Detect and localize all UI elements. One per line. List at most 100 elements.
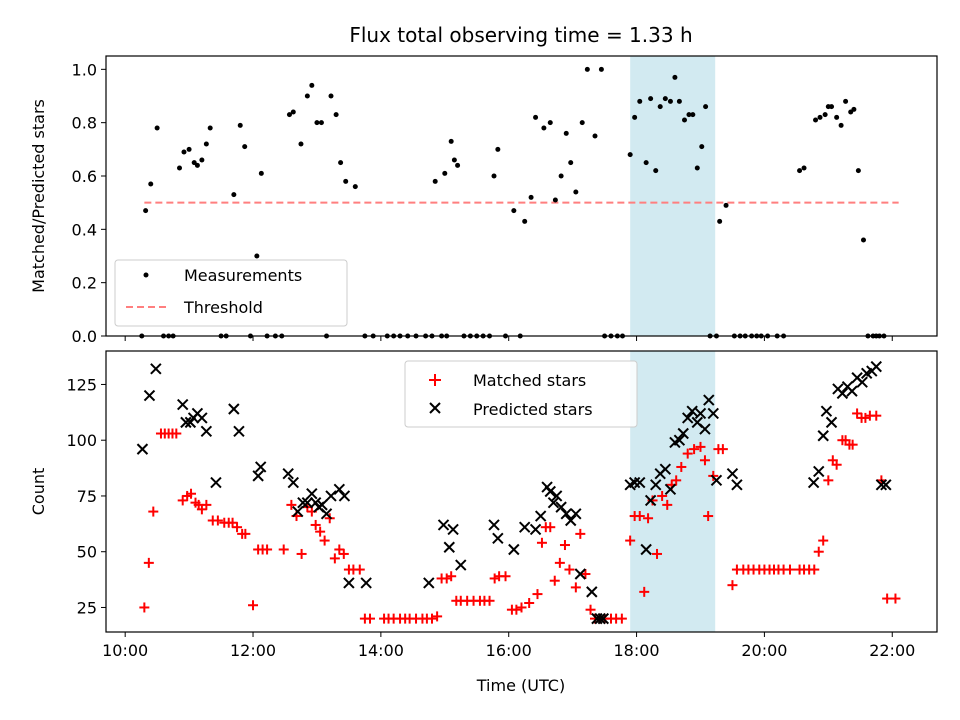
- matched-star-point: [232, 522, 243, 533]
- predicted-star-stroke: [338, 490, 351, 502]
- predicted-star-point: [488, 519, 500, 531]
- predicted-star-stroke: [282, 467, 294, 480]
- x-axis-label: Time (UTC): [476, 676, 565, 695]
- predicted-star-point: [673, 434, 686, 446]
- predicted-star-point: [333, 483, 346, 495]
- bottom-ytick-label: 125: [66, 375, 97, 394]
- predicted-star-stroke: [325, 490, 337, 502]
- legend-matched-marker: [429, 374, 441, 386]
- predicted-star-stroke: [586, 586, 598, 598]
- predicted-star-stroke: [825, 416, 838, 429]
- bottom-ytick-label: 100: [66, 431, 97, 450]
- predicted-star-stroke: [856, 376, 868, 388]
- predicted-star-stroke: [813, 465, 825, 478]
- measurement-point: [442, 170, 448, 176]
- predicted-star-stroke: [870, 360, 882, 373]
- predicted-star-point: [228, 403, 240, 415]
- matched-star-point: [171, 428, 182, 439]
- matched-star-point: [818, 535, 829, 546]
- predicted-star-stroke: [547, 496, 560, 509]
- matched-star-point: [657, 490, 668, 501]
- measurement-point: [653, 168, 659, 174]
- measurement-point: [495, 146, 501, 152]
- predicted-star-point: [233, 425, 245, 437]
- predicted-star-point: [437, 519, 450, 531]
- predicted-star-stroke: [529, 523, 542, 536]
- predicted-star-point: [282, 467, 294, 480]
- measurement-point: [822, 112, 828, 118]
- measurement-point: [242, 144, 248, 150]
- matched-star-point: [329, 553, 340, 564]
- measurement-point: [290, 109, 296, 115]
- measurement-point: [547, 120, 553, 126]
- measurement-point: [451, 157, 457, 163]
- predicted-star-stroke: [508, 543, 520, 556]
- predicted-star-stroke: [301, 496, 314, 509]
- measurement-point: [829, 104, 835, 110]
- predicted-star-stroke: [297, 496, 309, 509]
- legend-measurements-marker: [143, 272, 149, 278]
- matched-star-point: [500, 571, 511, 582]
- measurement-point: [154, 125, 160, 131]
- measurement-point: [592, 133, 598, 139]
- predicted-star-stroke: [200, 425, 213, 437]
- measurement-point: [643, 160, 649, 166]
- measurement-point: [541, 125, 547, 131]
- measurement-point: [676, 98, 682, 104]
- predicted-star-stroke: [544, 485, 556, 498]
- predicted-star-point: [677, 427, 689, 440]
- matched-star-point: [227, 517, 238, 528]
- predicted-star-point: [565, 514, 577, 527]
- measurement-point: [855, 168, 861, 174]
- predicted-star-stroke: [664, 483, 677, 495]
- xtick-label: 22:00: [869, 641, 915, 660]
- top-ytick-label: 0.0: [72, 327, 97, 346]
- legend-threshold-label: Threshold: [183, 298, 263, 317]
- measurement-point: [627, 152, 633, 158]
- top-panel-legend: Measurements Threshold: [114, 259, 348, 327]
- matched-star-point: [338, 548, 349, 559]
- predicted-star-stroke: [677, 427, 689, 440]
- matched-star-point: [186, 488, 197, 499]
- matched-star-point: [278, 544, 289, 555]
- top-ytick-label: 1.0: [72, 60, 97, 79]
- matched-star-point: [310, 519, 321, 530]
- matched-star-point: [625, 535, 636, 546]
- matched-star-point: [871, 410, 882, 421]
- matched-star-point: [559, 540, 570, 551]
- bottom-ytick-label: 25: [77, 598, 97, 617]
- measurement-point: [552, 197, 558, 203]
- predicted-star-point: [343, 577, 355, 589]
- predicted-star-stroke: [686, 405, 698, 417]
- measurement-point: [817, 114, 823, 120]
- measurement-point: [851, 106, 857, 112]
- predicted-star-point: [529, 523, 542, 536]
- predicted-star-point: [210, 476, 222, 489]
- predicted-star-stroke: [726, 467, 739, 480]
- measurement-point: [258, 170, 264, 176]
- predicted-star-point: [574, 568, 587, 580]
- matched-star-point: [852, 408, 863, 419]
- predicted-star-point: [825, 416, 838, 429]
- measurement-point: [177, 165, 183, 171]
- legend-measurements-label: Measurements: [184, 266, 302, 285]
- top-panel-ylabel: Matched/Predicted stars: [29, 99, 48, 293]
- measurement-point: [181, 149, 187, 155]
- predicted-star-stroke: [640, 543, 652, 556]
- predicted-star-point: [726, 467, 739, 480]
- matched-star-point: [643, 513, 654, 524]
- predicted-star-stroke: [518, 521, 531, 533]
- legend-predicted-label: Predicted stars: [473, 400, 593, 419]
- predicted-star-stroke: [228, 403, 240, 415]
- predicted-star-point: [325, 490, 337, 502]
- predicted-star-point: [570, 508, 582, 520]
- predicted-star-stroke: [254, 461, 267, 473]
- measurement-point: [455, 162, 461, 168]
- measurement-point: [584, 66, 590, 72]
- measurement-point: [703, 104, 709, 110]
- predicted-star-stroke: [574, 568, 587, 580]
- predicted-star-point: [492, 532, 504, 545]
- predicted-star-stroke: [644, 494, 657, 507]
- measurement-point: [533, 114, 539, 120]
- matched-star-point: [703, 511, 714, 522]
